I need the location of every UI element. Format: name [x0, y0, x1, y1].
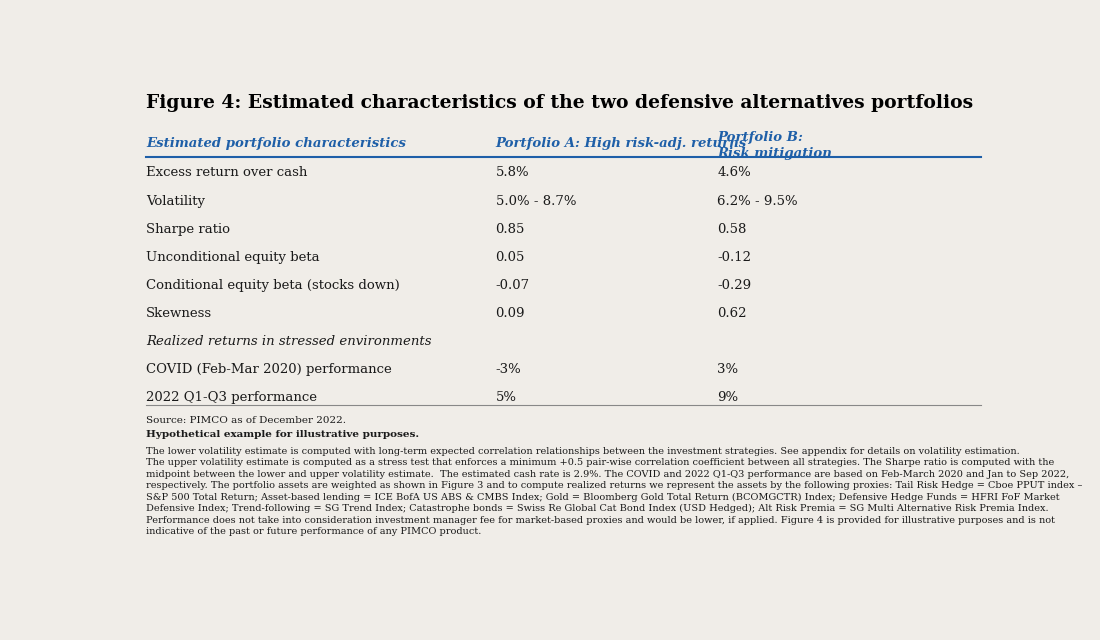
Text: Realized returns in stressed environments: Realized returns in stressed environment…: [146, 335, 431, 348]
Text: 5.0% - 8.7%: 5.0% - 8.7%: [495, 195, 576, 207]
Text: Figure 4: Estimated characteristics of the two defensive alternatives portfolios: Figure 4: Estimated characteristics of t…: [146, 94, 974, 112]
Text: The lower volatility estimate is computed with long-term expected correlation re: The lower volatility estimate is compute…: [146, 447, 1082, 536]
Text: 0.05: 0.05: [495, 251, 525, 264]
Text: 0.09: 0.09: [495, 307, 525, 320]
Text: Excess return over cash: Excess return over cash: [146, 166, 307, 179]
Text: Hypothetical example for illustrative purposes.: Hypothetical example for illustrative pu…: [146, 429, 419, 438]
Text: Unconditional equity beta: Unconditional equity beta: [146, 251, 320, 264]
Text: 3%: 3%: [717, 363, 738, 376]
Text: Volatility: Volatility: [146, 195, 205, 207]
Text: 0.58: 0.58: [717, 223, 747, 236]
Text: Estimated portfolio characteristics: Estimated portfolio characteristics: [146, 137, 406, 150]
Text: COVID (Feb-Mar 2020) performance: COVID (Feb-Mar 2020) performance: [146, 363, 392, 376]
Text: Conditional equity beta (stocks down): Conditional equity beta (stocks down): [146, 279, 399, 292]
Text: 9%: 9%: [717, 391, 738, 404]
Text: 2022 Q1-Q3 performance: 2022 Q1-Q3 performance: [146, 391, 317, 404]
Text: 5%: 5%: [495, 391, 517, 404]
Text: 0.85: 0.85: [495, 223, 525, 236]
Text: 6.2% - 9.5%: 6.2% - 9.5%: [717, 195, 798, 207]
Text: Sharpe ratio: Sharpe ratio: [146, 223, 230, 236]
Text: 5.8%: 5.8%: [495, 166, 529, 179]
Text: 4.6%: 4.6%: [717, 166, 751, 179]
Text: Portfolio B:
Risk mitigation: Portfolio B: Risk mitigation: [717, 131, 832, 160]
Text: -0.29: -0.29: [717, 279, 751, 292]
Text: Portfolio A: High risk-adj. returns: Portfolio A: High risk-adj. returns: [495, 137, 747, 150]
Text: Source: PIMCO as of December 2022.: Source: PIMCO as of December 2022.: [146, 416, 346, 425]
Text: 0.62: 0.62: [717, 307, 747, 320]
Text: -0.12: -0.12: [717, 251, 751, 264]
Text: Skewness: Skewness: [146, 307, 212, 320]
Text: -3%: -3%: [495, 363, 521, 376]
Text: -0.07: -0.07: [495, 279, 530, 292]
